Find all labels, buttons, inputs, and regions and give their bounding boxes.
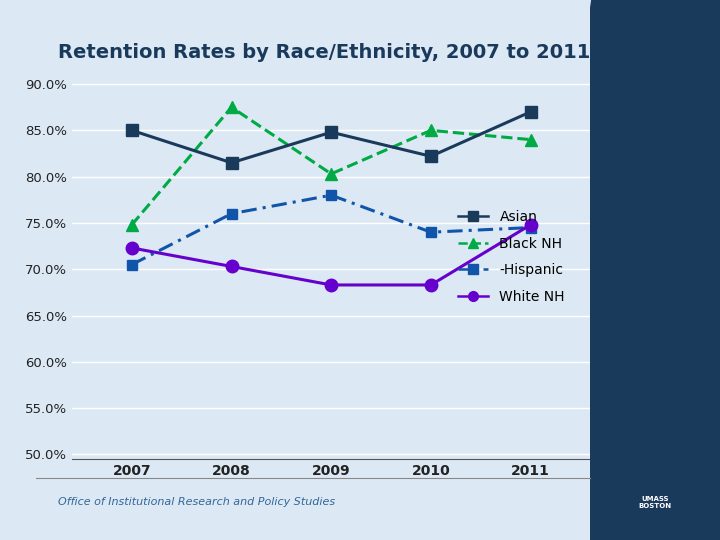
Text: UMASS
BOSTON: UMASS BOSTON bbox=[639, 496, 672, 509]
Text: Office of Institutional Research and Policy Studies: Office of Institutional Research and Pol… bbox=[58, 497, 335, 507]
FancyBboxPatch shape bbox=[590, 0, 720, 540]
Polygon shape bbox=[552, 0, 720, 270]
Text: Retention Rates by Race/Ethnicity, 2007 to 2011 Cohorts: Retention Rates by Race/Ethnicity, 2007 … bbox=[58, 43, 683, 62]
Legend: Asian, Black NH, -Hispanic, White NH: Asian, Black NH, -Hispanic, White NH bbox=[452, 205, 570, 309]
